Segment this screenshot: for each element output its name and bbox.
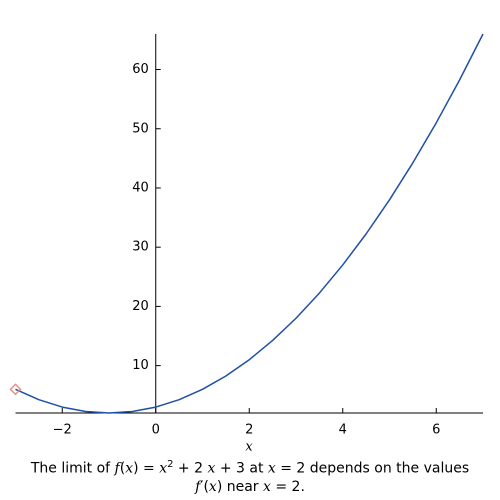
caption-text: x — [208, 479, 217, 495]
caption-text: + 3 at — [215, 460, 268, 477]
caption-text: The limit of — [30, 460, 115, 477]
y-tick-label: 10 — [132, 358, 149, 373]
caption-text: ( — [119, 460, 126, 477]
caption-text: x — [267, 460, 276, 477]
x-tick-label: 0 — [152, 423, 160, 438]
caption-text: = 2 depends on the values — [275, 460, 470, 477]
caption-text: x — [207, 460, 216, 477]
caption-text: x — [263, 479, 271, 495]
x-tick-label: −2 — [53, 423, 72, 438]
caption-line: The limit of f(x) = x2 + 2 x + 3 at x = … — [0, 459, 500, 477]
y-tick-label: 30 — [132, 240, 149, 255]
curve — [15, 33, 484, 414]
caption-text: f — [114, 460, 120, 477]
caption-text: ′( — [200, 479, 209, 495]
x-axis-label: x — [245, 440, 253, 455]
y-tick-label: 50 — [132, 121, 149, 136]
y-tick-label: 40 — [132, 180, 149, 195]
caption-line: f′(x) near x = 2. — [0, 479, 500, 495]
caption-text: x — [159, 460, 168, 477]
caption-text: ) = — [133, 460, 160, 477]
chart: x −2 0 2 4 6 10 20 30 40 50 60 — [9, 33, 484, 455]
caption-text: 2 — [167, 459, 174, 470]
caption-text: = 2. — [270, 479, 305, 495]
marker — [9, 383, 22, 396]
y-tick-label: 60 — [132, 62, 149, 77]
caption-text: x — [125, 460, 134, 477]
caption-text: f — [195, 479, 201, 495]
x-tick-label: 6 — [432, 423, 440, 438]
x-tick-label: 4 — [339, 423, 347, 438]
caption-text: ) near — [216, 479, 263, 495]
x-tick-label: 2 — [245, 423, 253, 438]
y-tick-label: 20 — [132, 299, 149, 314]
caption-text: + 2 — [173, 460, 208, 477]
